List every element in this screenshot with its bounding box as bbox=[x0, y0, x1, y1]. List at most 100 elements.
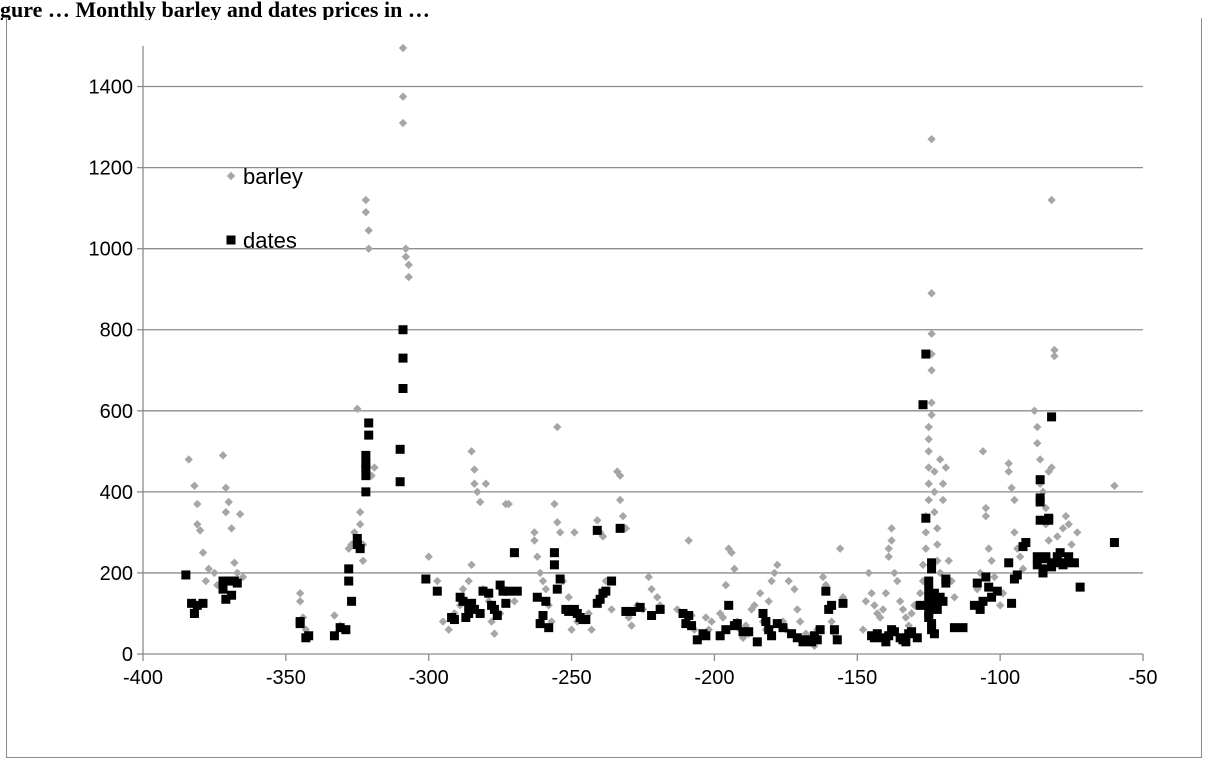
dates-point bbox=[218, 584, 228, 594]
dates-point bbox=[329, 631, 339, 641]
barley-point bbox=[755, 589, 765, 598]
dates-point bbox=[701, 631, 711, 641]
dates-point bbox=[889, 627, 899, 637]
barley-point bbox=[981, 503, 991, 513]
barley-point bbox=[978, 447, 988, 456]
dates-point bbox=[592, 525, 602, 535]
dates-point bbox=[395, 477, 405, 487]
barley-point bbox=[238, 572, 248, 582]
barley-point bbox=[818, 572, 828, 582]
barley-point bbox=[398, 43, 408, 53]
barley-point bbox=[938, 479, 948, 488]
barley-point bbox=[941, 463, 951, 472]
barley-point bbox=[355, 520, 365, 529]
barley-point bbox=[895, 597, 905, 606]
dates-point bbox=[815, 625, 825, 635]
barley-point bbox=[533, 552, 542, 561]
dates-point bbox=[772, 619, 782, 629]
barley-point bbox=[924, 447, 933, 456]
dates-point bbox=[764, 625, 774, 635]
dates-point bbox=[932, 604, 942, 614]
barley-point bbox=[784, 576, 793, 586]
x-tick-label: -50 bbox=[1129, 667, 1158, 689]
dates-point bbox=[1012, 570, 1022, 580]
x-tick-label: -350 bbox=[266, 667, 306, 689]
barley-point bbox=[198, 548, 208, 557]
dates-point bbox=[555, 574, 565, 584]
dates-point bbox=[218, 576, 228, 586]
dates-point bbox=[1035, 515, 1045, 525]
barley-point bbox=[861, 597, 871, 606]
legend-label-dates: dates bbox=[243, 228, 297, 253]
barley-point bbox=[201, 576, 211, 586]
barley-point bbox=[915, 589, 925, 598]
barley-point bbox=[1064, 520, 1073, 529]
dates-point bbox=[972, 578, 982, 588]
dates-point bbox=[958, 623, 968, 633]
dates-point bbox=[884, 631, 894, 641]
dates-point bbox=[361, 450, 371, 460]
dates-point bbox=[538, 610, 548, 620]
dates-point bbox=[607, 576, 617, 586]
barley-point bbox=[1004, 459, 1013, 468]
barley-point bbox=[721, 580, 731, 590]
dates-point bbox=[352, 533, 362, 543]
barley-point bbox=[355, 507, 365, 517]
dates-point bbox=[549, 560, 559, 570]
dates-point bbox=[927, 564, 937, 574]
dates-point bbox=[221, 594, 231, 604]
barley-point bbox=[593, 516, 602, 525]
barley-point bbox=[764, 597, 773, 606]
dates-point bbox=[1004, 558, 1014, 568]
dates-point bbox=[364, 430, 374, 440]
dates-point bbox=[475, 608, 485, 618]
dates-point bbox=[827, 600, 837, 610]
dates-point bbox=[929, 596, 939, 606]
dates-point bbox=[941, 574, 951, 584]
barley-point bbox=[1110, 481, 1119, 490]
barley-point bbox=[1053, 532, 1062, 541]
dates-point bbox=[347, 596, 357, 606]
barley-point bbox=[887, 524, 896, 533]
dates-point bbox=[924, 600, 934, 610]
dates-point bbox=[724, 600, 734, 610]
dates-point bbox=[395, 444, 405, 454]
barley-point bbox=[184, 455, 193, 464]
dates-point bbox=[535, 619, 545, 629]
y-tick-labels: 0 200 400 600 800 1000 1200 1400 bbox=[89, 77, 134, 666]
dates-point bbox=[655, 604, 665, 614]
barley-point bbox=[361, 207, 371, 217]
dates-point bbox=[924, 584, 934, 594]
barley-point bbox=[401, 252, 411, 261]
barley-point bbox=[767, 576, 776, 586]
barley-point bbox=[510, 597, 519, 606]
dates-point bbox=[295, 617, 305, 627]
barley-point bbox=[821, 580, 831, 590]
barley-point bbox=[218, 451, 228, 460]
dates-point bbox=[498, 586, 508, 596]
barley-point bbox=[295, 589, 305, 598]
dates-point bbox=[544, 623, 554, 633]
dates-point bbox=[541, 596, 551, 606]
barley-point bbox=[361, 195, 371, 205]
dates-point bbox=[344, 576, 354, 586]
barley-point bbox=[210, 568, 219, 578]
y-tick-label: 600 bbox=[100, 401, 133, 423]
dates-point bbox=[398, 325, 408, 335]
dates-point bbox=[687, 621, 697, 631]
dates-point bbox=[721, 625, 731, 635]
barley-point bbox=[193, 499, 202, 509]
dates-point bbox=[564, 606, 574, 616]
barley-point bbox=[990, 572, 999, 582]
barley-point bbox=[933, 540, 942, 549]
barley-point bbox=[647, 584, 656, 594]
barley-point bbox=[541, 584, 551, 594]
barley-point bbox=[1050, 351, 1059, 361]
dates-point bbox=[1032, 552, 1042, 562]
dates-point bbox=[635, 602, 645, 612]
barley-point bbox=[893, 576, 902, 586]
x-tick-label: -400 bbox=[123, 667, 163, 689]
barley-point bbox=[1044, 536, 1053, 545]
dates-point bbox=[495, 580, 505, 590]
